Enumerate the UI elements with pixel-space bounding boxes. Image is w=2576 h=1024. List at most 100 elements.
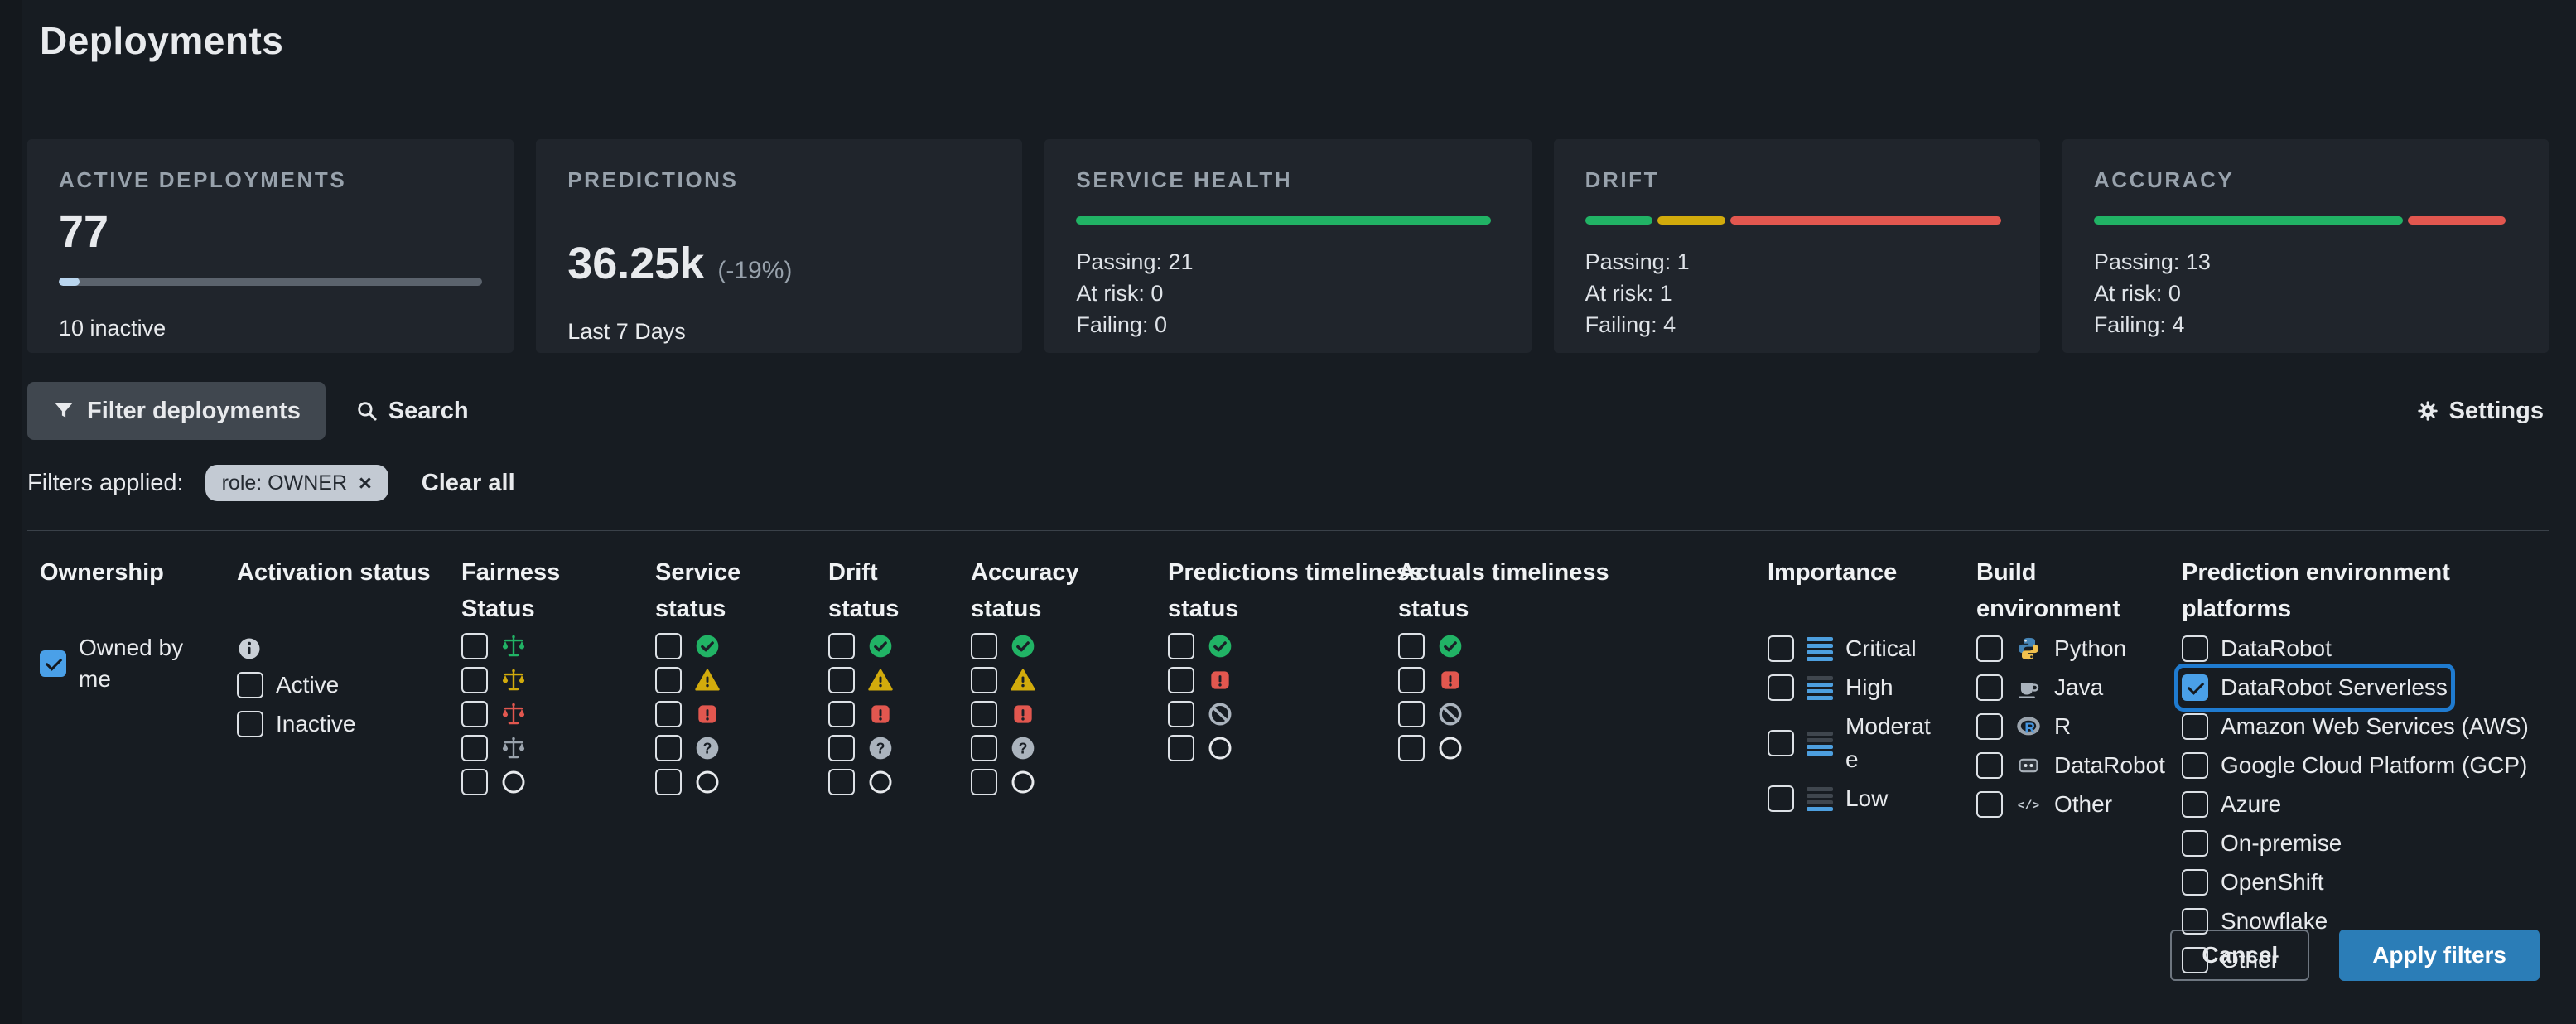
checkbox-high[interactable] — [1768, 674, 1794, 701]
filter-option-empty-circle[interactable] — [971, 768, 1036, 796]
filter-option-question-circle[interactable]: ? — [828, 734, 894, 762]
checkbox-active[interactable] — [237, 672, 263, 698]
filter-option-error-square[interactable] — [1168, 666, 1233, 694]
apply-filters-button[interactable]: Apply filters — [2339, 930, 2540, 981]
checkbox-on-premise[interactable] — [2182, 830, 2208, 857]
checkbox-owned-by-me[interactable] — [40, 650, 66, 677]
checkbox-error-square[interactable] — [1398, 667, 1425, 693]
filter-option-empty-circle[interactable] — [655, 768, 721, 796]
checkbox-google-cloud-platform-gcp[interactable] — [2182, 752, 2208, 779]
filter-option-other[interactable]: </> Other — [1976, 788, 2112, 821]
filter-option-python[interactable]: Python — [1976, 632, 2126, 665]
checkbox-other[interactable] — [2182, 947, 2208, 973]
filter-option-check-circle[interactable] — [971, 632, 1036, 660]
checkbox-empty-circle[interactable] — [971, 769, 997, 795]
checkbox-scale-yellow[interactable] — [461, 667, 488, 693]
filter-option-error-square[interactable] — [655, 700, 721, 728]
checkbox-other[interactable] — [1976, 791, 2003, 818]
filter-option-owned-by-me[interactable]: Owned by me — [40, 632, 205, 695]
filter-option-inactive[interactable]: Inactive — [237, 708, 356, 741]
filter-chip-role-owner[interactable]: role: OWNER × — [205, 465, 388, 501]
checkbox-critical[interactable] — [1768, 635, 1794, 662]
filter-option-warn-triangle[interactable] — [655, 666, 721, 694]
checkbox-moderate[interactable] — [1768, 730, 1794, 756]
filter-option-question-circle[interactable]: ? — [971, 734, 1036, 762]
filter-option-blocked-circle[interactable] — [1398, 700, 1464, 728]
filter-option-empty-circle[interactable] — [1398, 734, 1464, 762]
checkbox-empty-circle[interactable] — [1168, 735, 1194, 761]
checkbox-check-circle[interactable] — [828, 633, 855, 659]
checkbox-warn-triangle[interactable] — [971, 667, 997, 693]
filter-option-check-circle[interactable] — [1168, 632, 1233, 660]
checkbox-warn-triangle[interactable] — [828, 667, 855, 693]
filter-option-empty-circle[interactable] — [828, 768, 894, 796]
filter-option-snowflake[interactable]: Snowflake — [2182, 905, 2328, 938]
checkbox-scale-red[interactable] — [461, 701, 488, 727]
checkbox-error-square[interactable] — [828, 701, 855, 727]
checkbox-inactive[interactable] — [237, 711, 263, 737]
checkbox-datarobot[interactable] — [1976, 752, 2003, 779]
checkbox-java[interactable] — [1976, 674, 2003, 701]
filter-option-check-circle[interactable] — [1398, 632, 1464, 660]
cancel-button[interactable]: Cancel — [2170, 930, 2310, 981]
filter-option-scale-red[interactable] — [461, 700, 527, 728]
filter-option-check-circle[interactable] — [828, 632, 894, 660]
checkbox-question-circle[interactable] — [828, 735, 855, 761]
filter-option-active[interactable]: Active — [237, 669, 339, 702]
checkbox-snowflake[interactable] — [2182, 908, 2208, 935]
checkbox-error-square[interactable] — [971, 701, 997, 727]
filter-option-low[interactable]: Low — [1768, 782, 1938, 815]
search-button[interactable]: Search — [350, 397, 474, 426]
filter-option-scale-green[interactable] — [461, 632, 527, 660]
filter-option-google-cloud-platform-gcp[interactable]: Google Cloud Platform (GCP) — [2182, 749, 2527, 782]
checkbox-check-circle[interactable] — [1168, 633, 1194, 659]
checkbox-error-square[interactable] — [655, 701, 682, 727]
filter-option-scale-gray[interactable] — [461, 734, 527, 762]
checkbox-python[interactable] — [1976, 635, 2003, 662]
checkbox-blocked-circle[interactable] — [1398, 701, 1425, 727]
filter-option-empty-circle[interactable] — [461, 768, 527, 796]
checkbox-empty-circle[interactable] — [461, 769, 488, 795]
filter-option-error-square[interactable] — [828, 700, 894, 728]
filter-option-warn-triangle[interactable] — [971, 666, 1036, 694]
filter-option-moderate[interactable]: Moderate — [1768, 710, 1938, 776]
activation-info-icon[interactable] — [237, 632, 452, 665]
settings-button[interactable]: Settings — [2411, 397, 2549, 426]
filter-option-error-square[interactable] — [971, 700, 1036, 728]
filter-option-warn-triangle[interactable] — [828, 666, 894, 694]
remove-chip-icon[interactable]: × — [359, 470, 372, 495]
checkbox-datarobot-serverless[interactable] — [2182, 674, 2208, 701]
clear-all-button[interactable]: Clear all — [417, 469, 520, 498]
filter-option-critical[interactable]: Critical — [1768, 632, 1938, 665]
checkbox-question-circle[interactable] — [655, 735, 682, 761]
filter-deployments-button[interactable]: Filter deployments — [27, 382, 326, 440]
filter-option-datarobot[interactable]: DataRobot — [2182, 632, 2332, 665]
checkbox-check-circle[interactable] — [655, 633, 682, 659]
checkbox-openshift[interactable] — [2182, 869, 2208, 896]
checkbox-empty-circle[interactable] — [655, 769, 682, 795]
filter-option-question-circle[interactable]: ? — [655, 734, 721, 762]
checkbox-error-square[interactable] — [1168, 667, 1194, 693]
filter-option-high[interactable]: High — [1768, 671, 1938, 704]
filter-option-openshift[interactable]: OpenShift — [2182, 866, 2324, 899]
filter-option-on-premise[interactable]: On-premise — [2182, 827, 2342, 860]
filter-option-other[interactable]: Other — [2182, 944, 2279, 977]
filter-option-datarobot[interactable]: DataRobot — [1976, 749, 2165, 782]
checkbox-datarobot[interactable] — [2182, 635, 2208, 662]
checkbox-low[interactable] — [1768, 785, 1794, 812]
checkbox-scale-green[interactable] — [461, 633, 488, 659]
checkbox-empty-circle[interactable] — [1398, 735, 1425, 761]
filter-option-empty-circle[interactable] — [1168, 734, 1233, 762]
checkbox-r[interactable] — [1976, 713, 2003, 740]
checkbox-question-circle[interactable] — [971, 735, 997, 761]
filter-option-scale-yellow[interactable] — [461, 666, 527, 694]
checkbox-check-circle[interactable] — [971, 633, 997, 659]
filter-option-error-square[interactable] — [1398, 666, 1464, 694]
checkbox-scale-gray[interactable] — [461, 735, 488, 761]
filter-option-amazon-web-services-aws[interactable]: Amazon Web Services (AWS) — [2182, 710, 2529, 743]
checkbox-empty-circle[interactable] — [828, 769, 855, 795]
filter-option-check-circle[interactable] — [655, 632, 721, 660]
filter-option-azure[interactable]: Azure — [2182, 788, 2281, 821]
checkbox-blocked-circle[interactable] — [1168, 701, 1194, 727]
